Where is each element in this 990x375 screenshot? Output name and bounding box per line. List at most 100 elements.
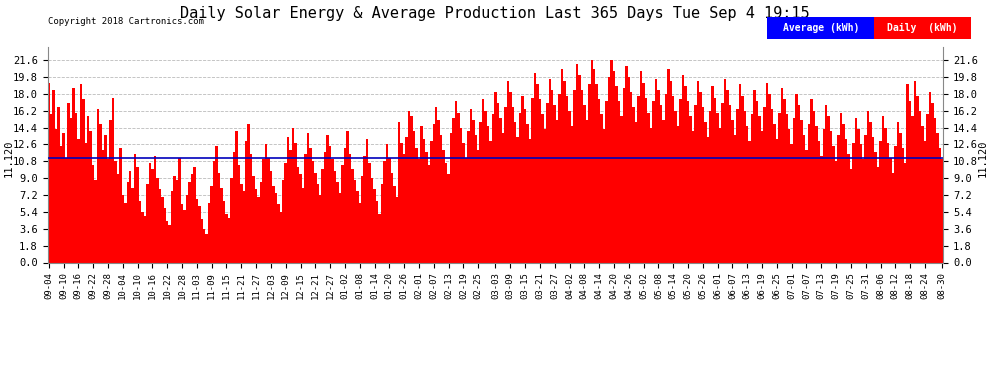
Bar [852, 142, 854, 262]
Bar [788, 129, 790, 262]
Bar [810, 99, 813, 262]
Bar [243, 191, 245, 262]
Bar [92, 165, 94, 262]
Bar [635, 122, 638, 262]
Bar [449, 133, 452, 262]
Bar [423, 139, 425, 262]
Bar [790, 144, 793, 262]
Bar [144, 216, 147, 262]
Bar [274, 193, 277, 262]
Bar [233, 152, 235, 262]
Bar [542, 114, 544, 262]
Bar [674, 111, 677, 262]
Bar [314, 172, 317, 262]
Bar [329, 146, 332, 262]
Bar [119, 148, 122, 262]
Bar [877, 167, 879, 262]
Bar [351, 169, 353, 262]
Bar [64, 158, 67, 262]
Bar [553, 105, 556, 262]
Bar [815, 126, 818, 262]
Bar [235, 131, 238, 262]
Bar [775, 139, 778, 262]
Text: Copyright 2018 Cartronics.com: Copyright 2018 Cartronics.com [48, 17, 203, 26]
Bar [825, 105, 828, 262]
Bar [97, 109, 99, 262]
Bar [783, 99, 785, 262]
Bar [454, 101, 457, 262]
Bar [230, 178, 233, 262]
Bar [835, 161, 838, 262]
Text: Daily  (kWh): Daily (kWh) [887, 23, 958, 33]
Bar [889, 158, 892, 262]
Bar [833, 146, 835, 262]
Bar [307, 133, 309, 262]
Bar [630, 92, 633, 262]
Bar [294, 142, 297, 262]
Bar [228, 217, 230, 262]
Bar [509, 92, 512, 262]
Bar [768, 94, 770, 262]
Bar [104, 135, 107, 262]
Bar [267, 158, 269, 262]
Bar [132, 188, 134, 262]
Bar [134, 154, 137, 262]
Bar [568, 111, 571, 262]
Bar [428, 165, 430, 262]
Bar [732, 120, 734, 262]
Bar [139, 201, 142, 262]
Text: Average (kWh): Average (kWh) [782, 23, 859, 33]
Bar [147, 184, 148, 262]
Bar [743, 111, 746, 262]
Bar [512, 107, 514, 262]
Bar [625, 66, 628, 262]
Bar [849, 169, 852, 262]
Bar [342, 165, 344, 262]
Bar [563, 81, 566, 262]
Bar [226, 214, 228, 262]
Bar [176, 180, 178, 262]
Bar [482, 99, 484, 262]
Bar [907, 84, 909, 262]
Bar [438, 120, 440, 262]
Bar [484, 111, 487, 262]
Bar [702, 107, 704, 262]
Bar [418, 159, 420, 262]
Bar [707, 137, 709, 262]
Bar [751, 114, 753, 262]
Bar [504, 107, 507, 262]
Bar [598, 99, 600, 262]
Bar [94, 180, 97, 262]
Bar [548, 79, 551, 262]
Bar [376, 201, 378, 262]
Bar [912, 116, 914, 262]
Bar [704, 122, 707, 262]
Bar [813, 111, 815, 262]
Bar [57, 107, 59, 262]
Bar [317, 184, 319, 262]
Bar [398, 122, 401, 262]
Bar [558, 94, 561, 262]
Bar [795, 94, 798, 262]
Bar [737, 109, 739, 262]
Bar [773, 124, 775, 262]
Bar [332, 159, 334, 262]
Bar [820, 156, 823, 262]
Bar [171, 191, 173, 262]
Bar [872, 137, 874, 262]
Bar [408, 111, 410, 262]
Bar [527, 124, 529, 262]
Bar [440, 135, 443, 262]
Bar [522, 96, 524, 262]
Bar [279, 212, 282, 262]
Bar [623, 88, 625, 262]
Bar [381, 184, 383, 262]
Bar [181, 204, 183, 262]
Bar [107, 159, 109, 262]
Bar [474, 135, 477, 262]
Bar [867, 111, 869, 262]
Bar [435, 107, 438, 262]
Bar [366, 139, 368, 262]
Bar [430, 141, 433, 262]
Bar [800, 120, 803, 262]
